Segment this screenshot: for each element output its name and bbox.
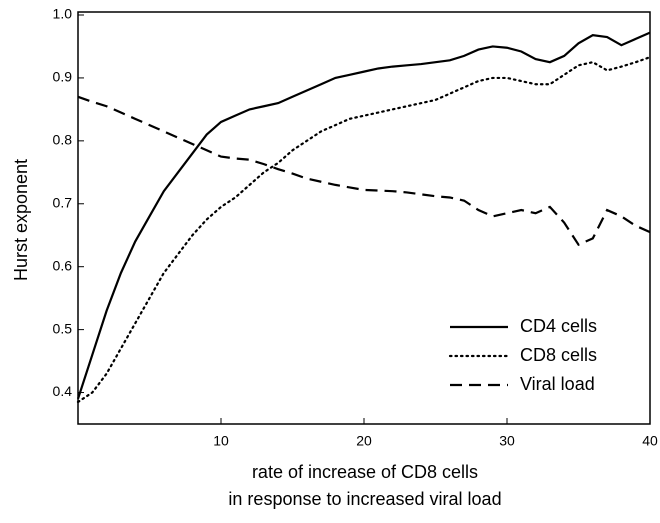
y-tick-label: 0.8 bbox=[53, 132, 73, 148]
legend-label: CD4 cells bbox=[520, 316, 597, 336]
y-tick-label: 0.9 bbox=[53, 69, 73, 85]
y-tick-label: 0.7 bbox=[53, 194, 73, 210]
x-axis-label: rate of increase of CD8 cells bbox=[252, 462, 478, 482]
x-tick-label: 10 bbox=[213, 433, 229, 449]
legend-label: CD8 cells bbox=[520, 345, 597, 365]
series-line bbox=[77, 95, 651, 247]
y-axis-label: Hurst exponent bbox=[11, 159, 31, 281]
x-tick-label: 40 bbox=[642, 433, 658, 449]
x-tick-label: 20 bbox=[356, 433, 372, 449]
y-tick-label: 1.0 bbox=[53, 6, 73, 22]
x-axis-label: in response to increased viral load bbox=[228, 489, 501, 509]
series-line bbox=[76, 56, 652, 404]
y-tick-label: 0.6 bbox=[53, 257, 73, 273]
series-line bbox=[76, 31, 651, 400]
y-tick-label: 0.4 bbox=[53, 383, 73, 399]
y-tick-label: 0.5 bbox=[53, 320, 73, 336]
legend-label: Viral load bbox=[520, 374, 595, 394]
x-tick-label: 30 bbox=[499, 433, 515, 449]
